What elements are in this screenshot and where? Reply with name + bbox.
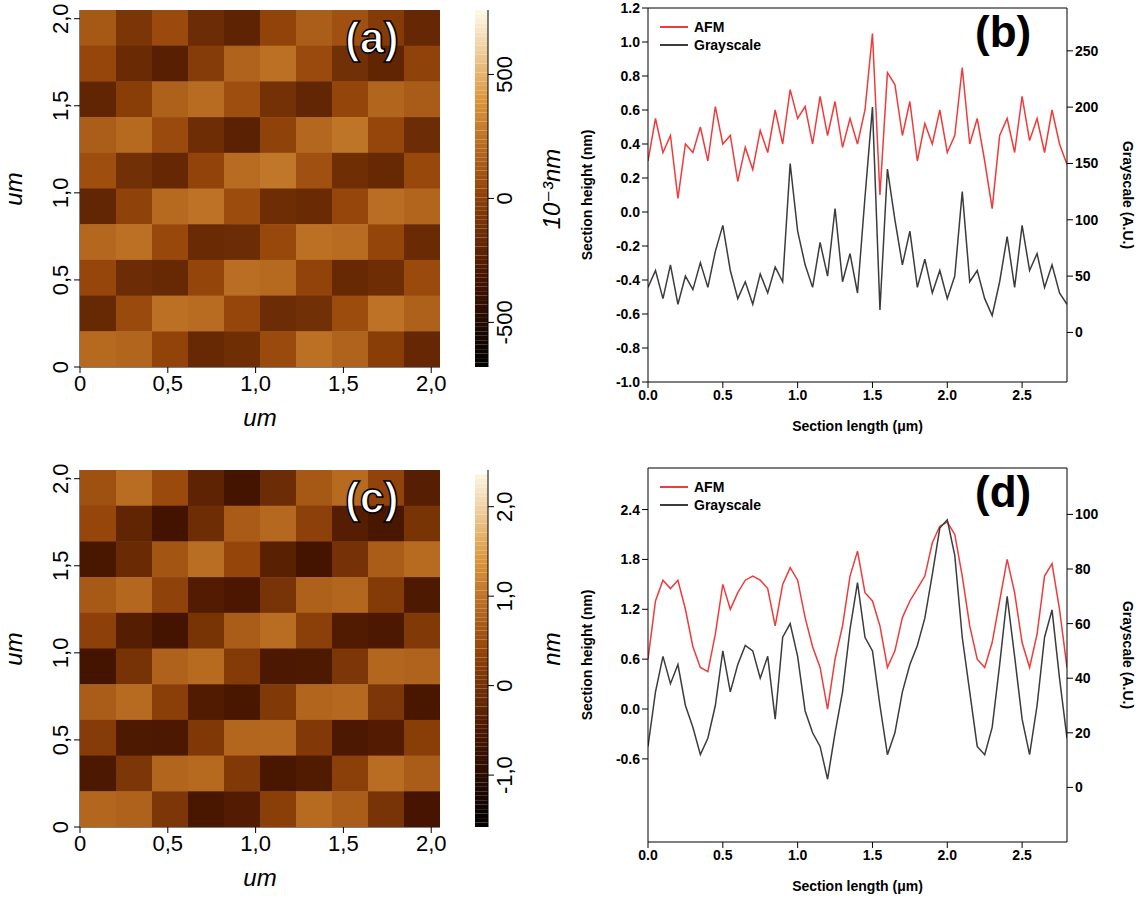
svg-text:60: 60 <box>1075 616 1091 632</box>
svg-text:1.5: 1.5 <box>863 847 883 863</box>
svg-text:0: 0 <box>48 361 73 373</box>
svg-text:1,0: 1,0 <box>240 831 271 856</box>
html-text:um: um <box>243 404 277 431</box>
svg-text:1.0: 1.0 <box>788 847 808 863</box>
svg-text:1,0: 1,0 <box>48 178 73 209</box>
svg-text:150: 150 <box>1075 155 1099 171</box>
html-text:(c): (c) <box>345 473 399 522</box>
html-text:Grayscale (A.U.): Grayscale (A.U.) <box>1120 600 1136 710</box>
svg-text:1,5: 1,5 <box>48 90 73 121</box>
svg-text:1,0: 1,0 <box>492 581 517 612</box>
html-text:10⁻³nm: 10⁻³nm <box>538 148 565 229</box>
svg-text:1.5: 1.5 <box>863 387 883 403</box>
svg-text:1,0: 1,0 <box>48 638 73 669</box>
html-text:AFM: AFM <box>694 19 725 35</box>
svg-text:0.5: 0.5 <box>713 847 733 863</box>
svg-text:0: 0 <box>1075 779 1083 795</box>
svg-text:-0.2: -0.2 <box>616 238 640 254</box>
svg-text:50: 50 <box>1075 268 1091 284</box>
html-text:Section length (μm): Section length (μm) <box>792 418 923 434</box>
svg-text:100: 100 <box>1075 506 1099 522</box>
svg-text:500: 500 <box>492 56 517 93</box>
svg-text:40: 40 <box>1075 670 1091 686</box>
html-text:Section height (nm): Section height (nm) <box>579 589 595 721</box>
svg-text:0,5: 0,5 <box>153 371 184 396</box>
svg-text:-0.6: -0.6 <box>616 751 640 767</box>
svg-text:1,5: 1,5 <box>328 831 359 856</box>
svg-text:0,5: 0,5 <box>48 725 73 756</box>
svg-text:2.0: 2.0 <box>938 387 958 403</box>
svg-text:0: 0 <box>48 821 73 833</box>
svg-text:200: 200 <box>1075 99 1099 115</box>
svg-text:1.2: 1.2 <box>621 0 641 16</box>
svg-text:2.0: 2.0 <box>938 847 958 863</box>
svg-text:1.8: 1.8 <box>621 551 641 567</box>
html-text:Grayscale: Grayscale <box>694 497 761 513</box>
svg-text:0.2: 0.2 <box>621 170 641 186</box>
svg-text:0.0: 0.0 <box>621 701 641 717</box>
html-text:Grayscale: Grayscale <box>694 37 761 53</box>
svg-text:2,0: 2,0 <box>416 831 447 856</box>
svg-text:80: 80 <box>1075 561 1091 577</box>
html-text:(a): (a) <box>345 13 399 62</box>
html-text:um: um <box>0 631 27 666</box>
svg-text:0,5: 0,5 <box>48 265 73 296</box>
svg-text:-0.4: -0.4 <box>616 272 640 288</box>
svg-text:100: 100 <box>1075 212 1099 228</box>
svg-text:0,5: 0,5 <box>153 831 184 856</box>
svg-text:1.0: 1.0 <box>788 387 808 403</box>
svg-text:2,0: 2,0 <box>416 371 447 396</box>
svg-text:20: 20 <box>1075 725 1091 741</box>
html-text:Section length (μm): Section length (μm) <box>792 878 923 894</box>
svg-text:2,0: 2,0 <box>492 491 517 522</box>
svg-text:0: 0 <box>74 371 86 396</box>
svg-text:0.4: 0.4 <box>621 136 641 152</box>
html-text:(d): (d) <box>975 467 1032 516</box>
svg-text:0: 0 <box>1075 324 1083 340</box>
svg-text:1,0: 1,0 <box>240 371 271 396</box>
svg-text:2.5: 2.5 <box>1012 387 1032 403</box>
svg-text:-500: -500 <box>492 300 517 344</box>
svg-text:-0.6: -0.6 <box>616 306 640 322</box>
svg-text:2,0: 2,0 <box>48 463 73 494</box>
svg-text:0: 0 <box>492 680 517 692</box>
svg-text:1.2: 1.2 <box>621 601 641 617</box>
svg-text:0.0: 0.0 <box>621 204 641 220</box>
html-text:Section height (nm): Section height (nm) <box>579 129 595 261</box>
svg-text:0.6: 0.6 <box>621 651 641 667</box>
svg-text:-1,0: -1,0 <box>492 756 517 794</box>
svg-text:0.8: 0.8 <box>621 68 641 84</box>
html-text:Grayscale (A.U.): Grayscale (A.U.) <box>1120 140 1136 250</box>
svg-text:0.0: 0.0 <box>638 847 658 863</box>
html-text:AFM: AFM <box>694 479 725 495</box>
svg-text:2,0: 2,0 <box>48 3 73 34</box>
html-text:nm: nm <box>538 631 565 666</box>
svg-text:0.5: 0.5 <box>713 387 733 403</box>
svg-text:0: 0 <box>74 831 86 856</box>
svg-text:0: 0 <box>492 192 517 204</box>
svg-text:2.4: 2.4 <box>621 502 641 518</box>
svg-text:250: 250 <box>1075 43 1099 59</box>
svg-text:0.0: 0.0 <box>638 387 658 403</box>
html-text:um: um <box>243 864 277 891</box>
svg-text:0.6: 0.6 <box>621 102 641 118</box>
html-text:(b): (b) <box>975 7 1032 56</box>
svg-text:1,5: 1,5 <box>48 550 73 581</box>
html-text:um: um <box>0 171 27 206</box>
svg-text:-0.8: -0.8 <box>616 340 640 356</box>
svg-text:1,5: 1,5 <box>328 371 359 396</box>
svg-text:-1.0: -1.0 <box>616 374 640 390</box>
svg-text:2.5: 2.5 <box>1012 847 1032 863</box>
svg-text:1.0: 1.0 <box>621 34 641 50</box>
